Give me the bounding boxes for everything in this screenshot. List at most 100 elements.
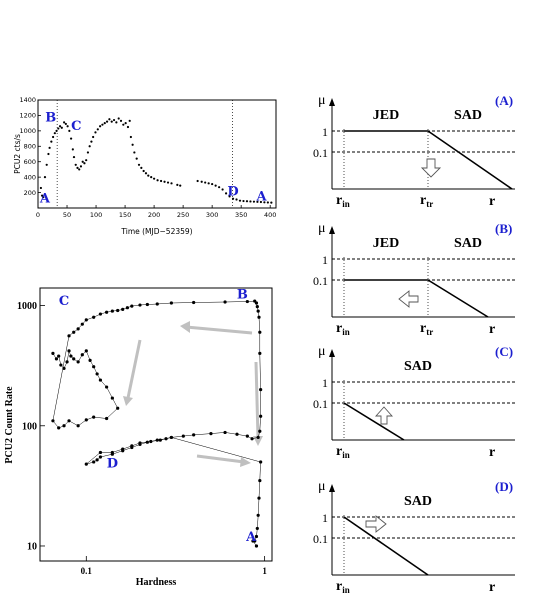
data-point: [42, 196, 45, 199]
data-point: [140, 166, 143, 169]
data-point: [116, 308, 120, 313]
data-point: [138, 303, 142, 307]
data-point: [144, 172, 148, 175]
data-point: [98, 312, 103, 316]
panel-label: (A): [495, 93, 513, 108]
data-point: [147, 174, 150, 177]
hid-track-line: [52, 300, 261, 547]
data-point: [257, 496, 261, 500]
data-point: [257, 315, 261, 319]
data-point: [223, 430, 227, 435]
sad-label: SAD: [454, 236, 482, 251]
y-tick-label: 400: [24, 173, 36, 181]
level-one-label: 1: [322, 376, 328, 390]
mu-profile-curve: [344, 130, 513, 190]
data-point: [266, 201, 269, 204]
data-point: [65, 360, 69, 364]
data-point: [92, 415, 96, 419]
data-point: [72, 357, 76, 361]
hardness-intensity-chart: 10 100 1000 0.1 1 C B D A Hardness PCU2 Count R…: [4, 287, 273, 588]
data-point: [85, 159, 88, 162]
panel-label: (C): [495, 344, 513, 359]
data-point: [245, 200, 249, 203]
x-tick-label: 200: [148, 211, 160, 219]
data-point: [121, 307, 125, 311]
data-point: [204, 181, 207, 184]
hid-grey-arrows: [123, 321, 263, 467]
data-point: [192, 300, 196, 305]
data-point: [122, 123, 125, 126]
data-point: [110, 309, 114, 313]
data-point: [55, 129, 58, 132]
state-label-A: A: [255, 190, 267, 205]
data-point: [110, 396, 114, 400]
data-point: [51, 351, 55, 356]
data-point: [129, 135, 132, 139]
r-label: r: [489, 580, 495, 595]
light-curve-annotations: A BC D A: [39, 111, 268, 207]
panel-label: (B): [495, 221, 512, 236]
data-point: [125, 306, 129, 310]
data-point: [59, 363, 63, 367]
data-point: [258, 478, 262, 483]
data-point: [76, 360, 80, 364]
data-point: [181, 434, 185, 438]
data-point: [221, 188, 224, 191]
light-curve-xlabel: Time (MJD−52359): [120, 227, 192, 236]
y-tick-label: 1000: [19, 127, 36, 135]
data-point: [150, 176, 153, 179]
data-point: [76, 166, 79, 169]
mu-label: μ: [318, 344, 326, 359]
rtr-label: rtr: [420, 321, 433, 337]
data-point: [211, 182, 214, 186]
r-label: r: [489, 322, 495, 337]
right-arrow-icon: [365, 515, 387, 533]
data-point: [163, 180, 166, 183]
data-point: [223, 300, 227, 304]
x-tick-label: 100: [90, 211, 102, 219]
data-point: [228, 195, 231, 198]
data-point: [64, 122, 67, 126]
y-tick-label: 1200: [19, 112, 36, 120]
data-point: [135, 157, 138, 160]
up-arrow-icon: [374, 406, 394, 425]
data-point: [105, 120, 109, 123]
data-point: [145, 302, 149, 307]
x-tick-label: 150: [119, 211, 131, 219]
data-point: [176, 183, 179, 186]
rin-label: rin: [336, 193, 350, 209]
mu-axis-arrow: [329, 349, 335, 357]
data-point: [98, 455, 103, 459]
data-point: [72, 155, 76, 159]
data-point: [256, 513, 260, 517]
schematic-panels: μ r 1 0.1 rin (A) rtr JED SAD μ r 1 0.1 rin (B) rtr JED S…: [313, 93, 515, 595]
data-point: [196, 179, 199, 183]
hid-frame: [39, 287, 273, 562]
data-point: [78, 168, 81, 171]
data-point: [179, 184, 182, 187]
data-point: [51, 135, 55, 139]
data-point: [68, 129, 71, 132]
data-point: [258, 429, 262, 433]
data-point: [95, 372, 99, 376]
data-point: [57, 426, 61, 430]
data-point: [96, 128, 99, 131]
x-tick-label: 50: [63, 211, 71, 219]
level-tenth-label: 0.1: [313, 532, 328, 546]
x-tick-label: 0.1: [81, 566, 93, 576]
data-point: [270, 201, 273, 204]
state-label-B: B: [237, 287, 248, 302]
data-point: [71, 148, 74, 151]
data-point: [145, 440, 149, 444]
mu-profile-curve: [343, 516, 429, 576]
data-point: [192, 433, 196, 437]
data-point: [128, 119, 131, 122]
data-point: [57, 354, 61, 358]
data-point: [256, 200, 259, 203]
hid-points: [51, 299, 263, 548]
mu-label: μ: [318, 93, 326, 108]
data-point: [84, 318, 88, 322]
data-point: [63, 121, 66, 124]
data-point: [133, 151, 136, 154]
